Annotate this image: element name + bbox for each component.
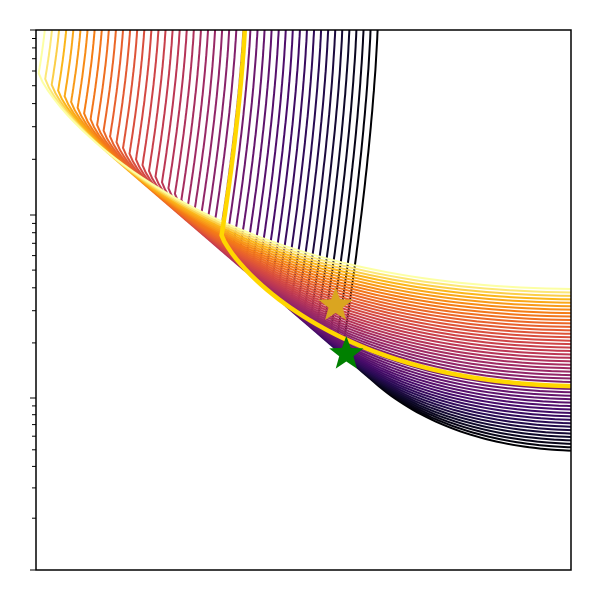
contour-line — [108, 30, 571, 328]
contour-line — [264, 30, 571, 411]
contour-line — [63, 30, 571, 304]
contour-line — [128, 30, 571, 339]
contour-line — [206, 30, 571, 380]
contour-line — [225, 30, 571, 390]
plot-frame — [35, 29, 572, 571]
contour-line — [70, 30, 571, 308]
contour-line — [180, 30, 571, 366]
contour-line — [186, 30, 571, 370]
contour-line — [199, 30, 571, 377]
contour-line — [160, 30, 571, 356]
gold-star-marker — [318, 287, 353, 320]
contour-line — [37, 30, 571, 290]
contour-line — [57, 30, 571, 301]
contour-line — [121, 30, 571, 335]
green-star-marker — [329, 336, 364, 369]
contour-lines — [37, 30, 571, 452]
contour-line — [193, 30, 571, 373]
contour-line — [238, 30, 571, 397]
contour-line — [258, 30, 571, 408]
y-axis-ticks — [30, 29, 36, 571]
contour-line — [115, 30, 571, 332]
contour-line — [167, 30, 571, 359]
contour-line — [76, 30, 571, 311]
contour-line — [212, 30, 571, 383]
contour-line — [141, 30, 571, 346]
highlighted-contour-line — [219, 30, 571, 389]
contour-line — [154, 30, 571, 352]
contour-line — [173, 30, 571, 363]
contour-line — [134, 30, 571, 342]
contour-line — [232, 30, 571, 394]
contour-line — [44, 30, 571, 294]
contour-line — [96, 30, 571, 322]
contour-line — [83, 30, 571, 315]
contour-line — [102, 30, 571, 325]
contour-line — [89, 30, 571, 318]
contour-line — [50, 30, 571, 297]
markers — [318, 287, 364, 369]
contour-line — [147, 30, 571, 349]
